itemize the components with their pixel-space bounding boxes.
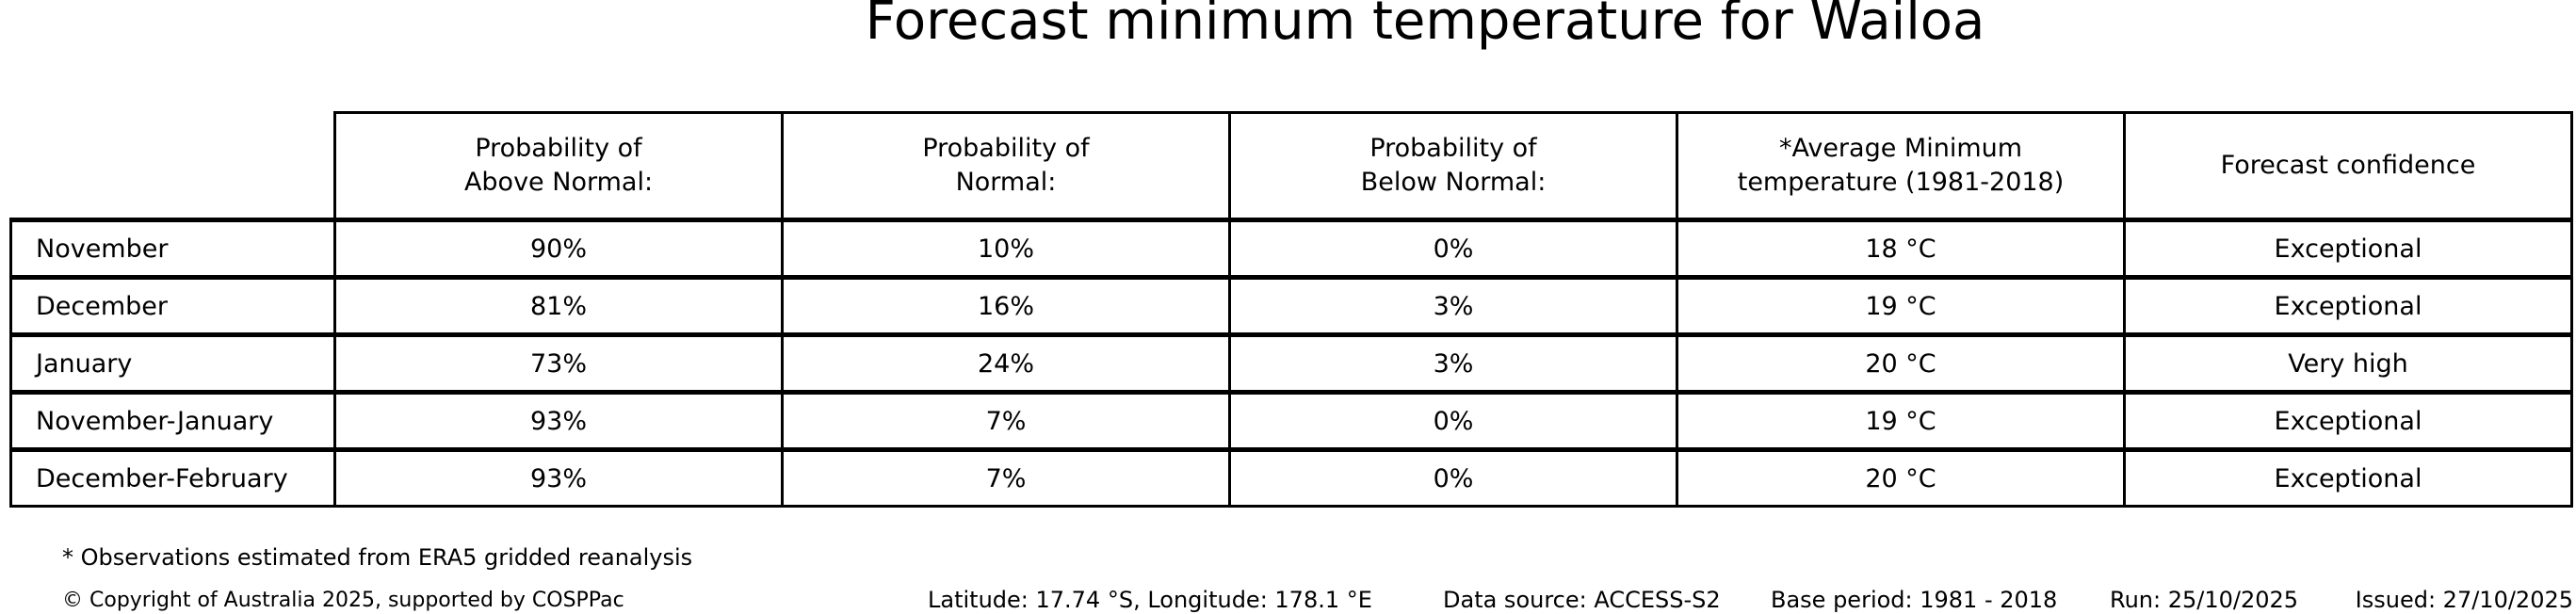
data-source-text: Data source: ACCESS-S2: [1443, 587, 1721, 613]
cell-normal: 24%: [781, 332, 1231, 395]
header-prob-below-normal: Probability of Below Normal:: [1228, 111, 1678, 221]
cell-avg-min-temp: 19 °C: [1676, 390, 2126, 452]
cell-above-normal: 93%: [333, 447, 784, 508]
cell-below-normal: 0%: [1228, 390, 1678, 452]
base-period-text: Base period: 1981 - 2018: [1771, 587, 2058, 613]
page-title: Forecast minimum temperature for Wailoa: [865, 0, 1985, 52]
cell-avg-min-temp: 19 °C: [1676, 275, 2126, 337]
row-label-november-january: November-January: [9, 390, 336, 452]
cell-below-normal: 3%: [1228, 332, 1678, 395]
row-label-december-february: December-February: [9, 447, 336, 508]
header-forecast-confidence: Forecast confidence: [2123, 111, 2573, 221]
table-row: January 73% 24% 3% 20 °C Very high: [9, 332, 2573, 395]
cell-avg-min-temp: 18 °C: [1676, 218, 2126, 280]
cell-normal: 7%: [781, 390, 1231, 452]
cell-below-normal: 0%: [1228, 218, 1678, 280]
forecast-table: Probability of Above Normal: Probability…: [9, 111, 2573, 508]
row-label-december: December: [9, 275, 336, 337]
cell-above-normal: 73%: [333, 332, 784, 395]
cell-avg-min-temp: 20 °C: [1676, 332, 2126, 395]
issued-date-text: Issued: 27/10/2025: [2355, 587, 2573, 613]
header-prob-above-normal: Probability of Above Normal:: [333, 111, 784, 221]
header-blank-cell: [11, 113, 335, 220]
header-avg-min-temperature: *Average Minimum temperature (1981-2018): [1676, 111, 2126, 221]
table-row: December 81% 16% 3% 19 °C Exceptional: [9, 275, 2573, 337]
row-label-january: January: [9, 332, 336, 395]
run-date-text: Run: 25/10/2025: [2110, 587, 2299, 613]
header-prob-normal: Probability of Normal:: [781, 111, 1231, 221]
cell-above-normal: 93%: [333, 390, 784, 452]
cell-above-normal: 90%: [333, 218, 784, 280]
lat-long-text: Latitude: 17.74 °S, Longitude: 178.1 °E: [928, 587, 1372, 613]
header-row: Probability of Above Normal: Probability…: [11, 111, 2573, 221]
table-row: December-February 93% 7% 0% 20 °C Except…: [9, 447, 2573, 508]
copyright-text: © Copyright of Australia 2025, supported…: [62, 589, 624, 612]
row-label-november: November: [9, 218, 336, 280]
cell-confidence: Exceptional: [2123, 275, 2573, 337]
cell-confidence: Exceptional: [2123, 218, 2573, 280]
cell-above-normal: 81%: [333, 275, 784, 337]
cell-normal: 7%: [781, 447, 1231, 508]
cell-normal: 16%: [781, 275, 1231, 337]
cell-below-normal: 0%: [1228, 447, 1678, 508]
table-row: November-January 93% 7% 0% 19 °C Excepti…: [9, 390, 2573, 452]
table-row: November 90% 10% 0% 18 °C Exceptional: [9, 218, 2573, 280]
cell-below-normal: 3%: [1228, 275, 1678, 337]
cell-confidence: Exceptional: [2123, 390, 2573, 452]
cell-avg-min-temp: 20 °C: [1676, 447, 2126, 508]
cell-normal: 10%: [781, 218, 1231, 280]
era5-footnote: * Observations estimated from ERA5 gridd…: [62, 544, 693, 571]
cell-confidence: Exceptional: [2123, 447, 2573, 508]
cell-confidence: Very high: [2123, 332, 2573, 395]
